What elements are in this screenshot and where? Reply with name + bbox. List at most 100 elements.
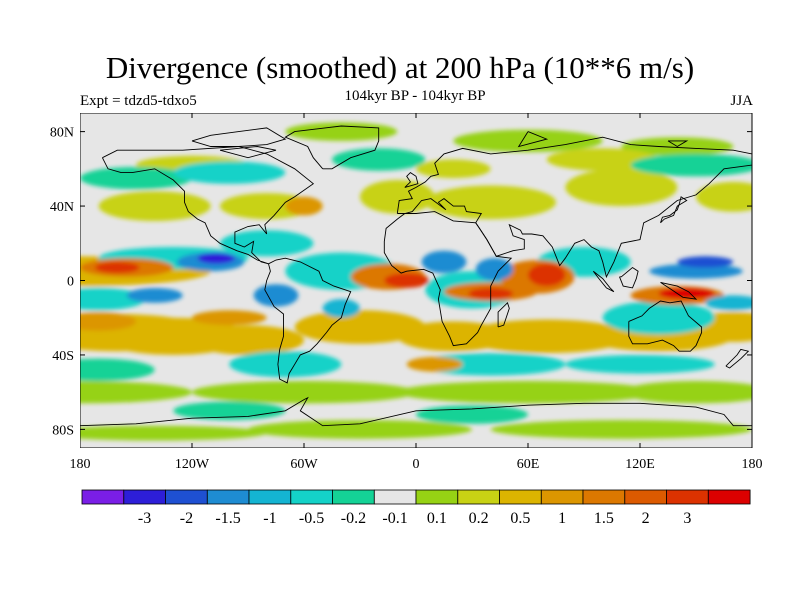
coastlines	[80, 125, 752, 427]
coastline	[667, 140, 689, 148]
lat-tick-label: 0	[67, 275, 74, 290]
colorbar-label: 1.5	[594, 510, 614, 527]
divergence-contour	[285, 196, 323, 216]
coastline	[592, 270, 615, 293]
coastline	[396, 136, 752, 279]
divergence-contour	[490, 420, 752, 439]
divergence-contour	[173, 161, 286, 184]
colorbar-label: 0.5	[510, 510, 530, 527]
divergence-contour	[384, 273, 430, 288]
coastline	[80, 396, 752, 427]
divergence-contour	[80, 425, 267, 441]
lon-tick-label: 180	[742, 457, 763, 472]
colorbar-box	[666, 489, 709, 505]
divergence-contour	[425, 185, 556, 220]
divergence-contour	[416, 353, 566, 376]
coastline	[497, 301, 510, 328]
colorbar-label: -0.2	[341, 510, 366, 527]
lat-tick-label: 40S	[52, 349, 74, 364]
lat-tick-label: 40N	[50, 200, 74, 215]
colorbar-box	[707, 489, 751, 505]
divergence-contour	[80, 381, 192, 404]
divergence-contour	[621, 381, 752, 404]
colorbar-label: 1	[558, 510, 566, 527]
divergence-contour	[565, 355, 715, 374]
plot-title: Divergence (smoothed) at 200 hPa (10**6 …	[105, 50, 695, 85]
coastline	[660, 196, 688, 224]
divergence-contour	[696, 181, 752, 212]
divergence-contour	[285, 122, 398, 141]
divergence-contour	[453, 129, 603, 153]
season-label: JJA	[730, 93, 753, 109]
colorbar-box	[332, 489, 375, 505]
divergence-contour	[397, 381, 659, 404]
coastline	[517, 131, 549, 148]
coastline	[383, 211, 513, 347]
divergence-map	[80, 113, 753, 448]
period-subtitle: 104kyr BP - 104kyr BP	[344, 88, 486, 104]
divergence-contour	[94, 261, 140, 274]
coastline	[725, 348, 750, 369]
colorbar-box	[457, 489, 500, 505]
colorbar-box	[165, 489, 208, 505]
colorbar-label: -1.5	[215, 510, 240, 527]
coastline	[660, 281, 698, 300]
lon-tick-label: 0	[413, 457, 420, 472]
divergence-contour	[98, 191, 211, 221]
divergence-contour	[220, 230, 314, 257]
colorbar-label: -2	[180, 510, 193, 527]
lat-tick-label: 80S	[52, 423, 74, 438]
divergence-contour	[602, 300, 715, 335]
coastline	[284, 125, 380, 170]
lat-tick-label: 80N	[50, 126, 74, 141]
colorbar-label: -0.1	[382, 510, 407, 527]
colorbar-box	[81, 489, 125, 505]
coastline	[264, 257, 352, 384]
lon-tick-label: 60W	[290, 457, 318, 472]
colorbar-box	[248, 489, 292, 505]
divergence-contour	[416, 159, 491, 179]
divergence-contour	[248, 420, 472, 439]
colorbar-label: -1	[263, 510, 276, 527]
colorbar-box	[415, 489, 459, 505]
colorbar-label: 3	[683, 510, 691, 527]
divergence-contour	[462, 319, 631, 354]
divergence-contour	[192, 325, 304, 355]
colorbar-box	[540, 489, 584, 505]
divergence-contour	[360, 180, 435, 214]
colorbar-label: -3	[138, 510, 151, 527]
colorbar-box	[624, 489, 667, 505]
coastline	[628, 300, 703, 352]
coastline	[619, 266, 639, 289]
colorbar-box	[206, 489, 250, 505]
colorbar-label: 0.1	[427, 510, 447, 527]
colorbar-box	[499, 489, 542, 505]
divergence-contour	[80, 312, 136, 331]
divergence-field	[80, 122, 752, 441]
colorbar-box	[373, 489, 417, 505]
colorbar-box	[290, 489, 333, 505]
colorbar-label: 2	[642, 510, 650, 527]
coastline	[101, 146, 315, 265]
lon-tick-label: 180	[70, 457, 91, 472]
lon-tick-label: 120W	[175, 457, 210, 472]
coastline	[191, 127, 287, 147]
experiment-label: Expt = tdzd5-tdxo5	[80, 93, 197, 109]
divergence-contour	[197, 252, 235, 264]
divergence-contour	[126, 288, 183, 303]
colorbar-label: -0.5	[299, 510, 324, 527]
divergence-contour	[475, 258, 514, 281]
colorbar-box	[123, 489, 167, 505]
divergence-contour	[192, 310, 267, 326]
divergence-contour	[565, 168, 678, 206]
colorbar-label: 0.2	[469, 510, 489, 527]
divergence-contour	[192, 381, 416, 404]
divergence-contour	[322, 299, 360, 318]
divergence-contour	[406, 356, 463, 372]
axis-ticks	[80, 113, 753, 448]
colorbar-box	[582, 489, 626, 505]
coastline	[219, 146, 277, 159]
divergence-contour	[705, 295, 752, 311]
divergence-contour	[80, 166, 192, 190]
divergence-contour	[677, 256, 734, 268]
